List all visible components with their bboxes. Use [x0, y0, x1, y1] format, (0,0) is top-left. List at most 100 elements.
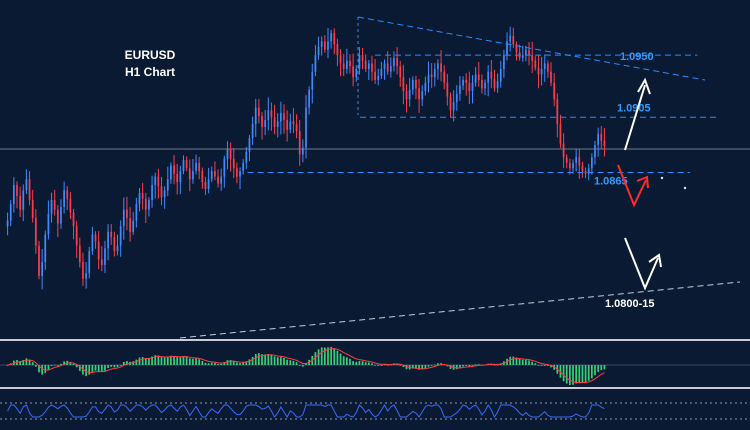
candle-body — [449, 96, 452, 111]
candle-body — [60, 206, 62, 224]
candle-body — [19, 195, 21, 210]
histogram-bar — [104, 365, 106, 371]
candle-body — [408, 89, 411, 100]
candle-body — [286, 120, 289, 130]
price-panel: 1.0950 1.0905 1.0865 1.0800-15 EURUSD H1 Ch… — [0, 16, 750, 339]
candle-body — [336, 44, 339, 56]
candle-body — [342, 63, 345, 69]
candle-body — [188, 168, 191, 180]
candle-body — [204, 182, 207, 190]
histogram-bar — [427, 365, 430, 367]
candle-body — [248, 137, 251, 152]
histogram-bar — [402, 365, 405, 368]
histogram-bar — [261, 354, 263, 365]
histogram-bar — [512, 356, 515, 365]
histogram-bar — [418, 365, 420, 370]
candle-body — [273, 117, 276, 127]
candle-body — [515, 44, 518, 53]
arrow-up-to-1-0950-head — [637, 77, 651, 95]
candle-body — [556, 99, 559, 125]
oscillator-line — [7, 403, 605, 419]
candle-body — [207, 179, 210, 190]
candle-body — [594, 144, 596, 158]
candle-body — [160, 186, 163, 198]
candle-body — [559, 124, 562, 144]
histogram-bar — [223, 362, 226, 365]
histogram-bar — [85, 365, 87, 377]
candle-body — [298, 131, 301, 155]
candle-body — [383, 63, 386, 69]
histogram-bar — [176, 357, 179, 365]
histogram-bar — [201, 360, 204, 365]
candle-body — [166, 179, 169, 191]
candle-body — [38, 245, 40, 276]
histogram-bar — [148, 357, 150, 365]
candle-body — [104, 248, 106, 265]
candle-body — [521, 55, 524, 58]
histogram-bar — [258, 353, 260, 365]
candle-body — [132, 220, 135, 232]
candle-body — [471, 82, 474, 92]
histogram-bar — [214, 362, 216, 365]
candle-body — [295, 124, 298, 132]
candle-body — [323, 41, 326, 50]
candle-body — [94, 234, 97, 242]
candle-body — [63, 190, 65, 207]
histogram-bar — [229, 359, 232, 365]
histogram-bar — [251, 356, 254, 365]
histogram-bar — [264, 354, 267, 365]
histogram-bar — [371, 363, 373, 365]
candle-body — [214, 171, 216, 177]
candle-body — [242, 162, 245, 172]
candle-body — [41, 262, 43, 276]
histogram-bar — [236, 362, 238, 365]
histogram-bar — [565, 365, 568, 384]
candle-body — [411, 80, 414, 90]
candle-body — [490, 71, 493, 79]
candle-body — [481, 80, 483, 89]
histogram-bar — [399, 364, 402, 366]
candle-body — [85, 273, 87, 279]
histogram-bar — [518, 358, 521, 365]
histogram-bar — [75, 365, 78, 368]
histogram-bar — [449, 365, 452, 369]
histogram-bar — [587, 365, 590, 381]
histogram-bar — [301, 365, 304, 367]
candle-body — [405, 91, 408, 100]
candle-body — [358, 55, 361, 69]
candle-body — [144, 198, 147, 210]
histogram-bar — [562, 365, 565, 382]
histogram-bar — [179, 357, 182, 365]
candle-body — [100, 259, 103, 265]
histogram-bar — [364, 362, 367, 365]
histogram-bar — [320, 347, 323, 365]
arrow-red-head — [636, 175, 649, 189]
candle-body — [468, 82, 471, 92]
histogram-bar — [88, 365, 91, 375]
histogram-bar — [198, 359, 201, 365]
candle-body — [553, 82, 556, 100]
histogram-bar — [339, 353, 342, 365]
histogram-bar — [273, 356, 276, 365]
histogram-bar — [283, 358, 285, 365]
candle-body — [509, 35, 512, 42]
candle-body — [330, 33, 332, 42]
candle-body — [50, 200, 53, 214]
level-labels: 1.0950 1.0905 1.0865 1.0800-15 — [594, 51, 655, 310]
candle-body — [229, 148, 232, 159]
candle-body — [320, 41, 323, 47]
candle-body — [399, 66, 402, 78]
histogram-bar — [358, 361, 361, 365]
histogram-bar — [53, 364, 56, 366]
histogram-bar — [289, 360, 292, 365]
histogram-bar — [531, 361, 534, 365]
arrow-white-lower-path — [624, 237, 659, 291]
level-label: 1.0800-15 — [605, 298, 655, 310]
candle-body — [151, 184, 153, 201]
histogram-bar — [107, 365, 109, 369]
candle-body — [393, 57, 395, 67]
candle-body — [119, 226, 122, 246]
histogram-bar — [298, 365, 301, 366]
histogram-bar — [220, 363, 223, 365]
histogram-bar — [41, 365, 43, 375]
